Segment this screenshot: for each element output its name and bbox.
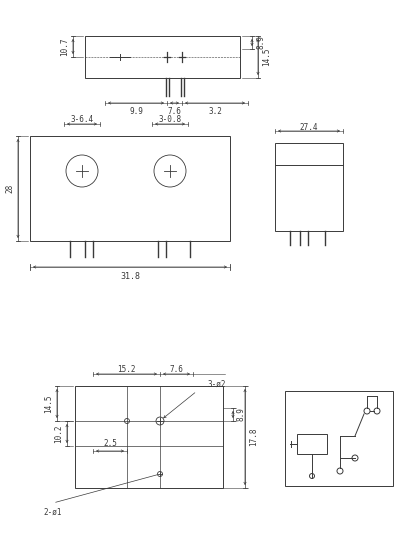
Text: 7.6: 7.6 — [168, 107, 181, 116]
Bar — [275, 143, 343, 231]
Text: 31.8: 31.8 — [120, 272, 140, 281]
Text: 2-ø1: 2-ø1 — [44, 508, 62, 517]
Text: 14.5: 14.5 — [262, 48, 271, 66]
Text: 28: 28 — [5, 184, 14, 193]
Bar — [297, 434, 327, 454]
Text: 27.4: 27.4 — [300, 122, 318, 132]
Text: 2.5: 2.5 — [103, 439, 117, 448]
Text: 17.8: 17.8 — [249, 428, 258, 446]
Text: 3-ø2: 3-ø2 — [207, 379, 225, 389]
Text: 8.9: 8.9 — [237, 407, 246, 422]
Bar — [285, 391, 393, 486]
Text: 10.7: 10.7 — [60, 37, 69, 56]
Bar — [75, 386, 223, 488]
Bar — [30, 136, 230, 241]
Text: 14.5: 14.5 — [44, 394, 53, 413]
Text: 8.9: 8.9 — [256, 35, 265, 50]
Text: 3-6.4: 3-6.4 — [71, 116, 94, 124]
Bar — [85, 36, 240, 78]
Text: 3-0.8: 3-0.8 — [159, 116, 182, 124]
Text: 3.2: 3.2 — [208, 107, 222, 116]
Text: 15.2: 15.2 — [117, 365, 136, 375]
Text: 9.9: 9.9 — [129, 107, 143, 116]
Text: 10.2: 10.2 — [54, 424, 63, 443]
Text: 7.6: 7.6 — [170, 365, 183, 375]
